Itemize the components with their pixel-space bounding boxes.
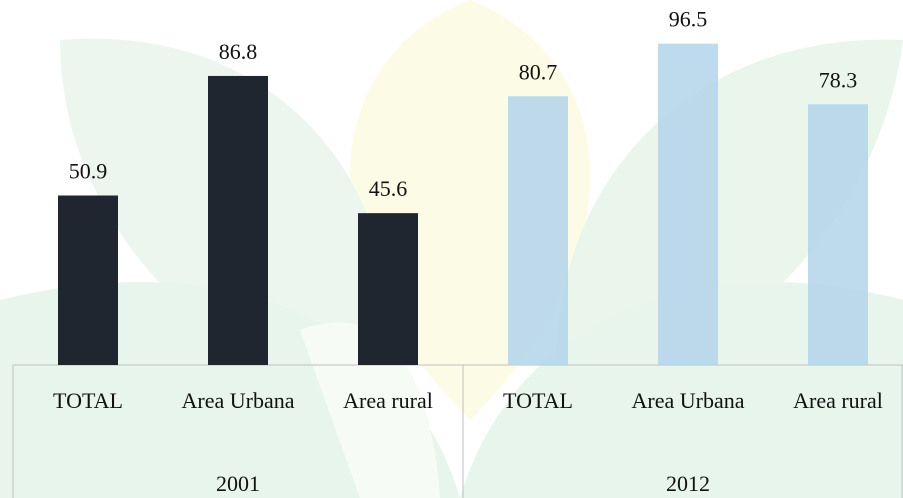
category-label: Area Urbana xyxy=(182,388,295,413)
category-label: TOTAL xyxy=(503,388,573,413)
data-label: 50.9 xyxy=(69,159,108,184)
bar xyxy=(808,104,868,365)
category-label: Area rural xyxy=(793,388,883,413)
data-label: 86.8 xyxy=(219,39,258,64)
bar xyxy=(208,76,268,365)
bar xyxy=(508,96,568,365)
bar xyxy=(658,44,718,365)
category-label: Area Urbana xyxy=(632,388,745,413)
bar xyxy=(358,213,418,365)
group-label: 2001 xyxy=(216,471,260,496)
background xyxy=(0,0,903,498)
chart: 2001 50.9 TOTAL 86.8 Area Urbana 45.6 Area rur… xyxy=(0,0,903,498)
data-label: 80.7 xyxy=(519,59,558,84)
category-label: TOTAL xyxy=(53,388,123,413)
data-label: 78.3 xyxy=(819,67,858,92)
group-label: 2012 xyxy=(666,471,710,496)
data-label: 45.6 xyxy=(369,176,408,201)
data-label: 96.5 xyxy=(669,7,708,32)
category-label: Area rural xyxy=(343,388,433,413)
bar xyxy=(58,196,118,365)
